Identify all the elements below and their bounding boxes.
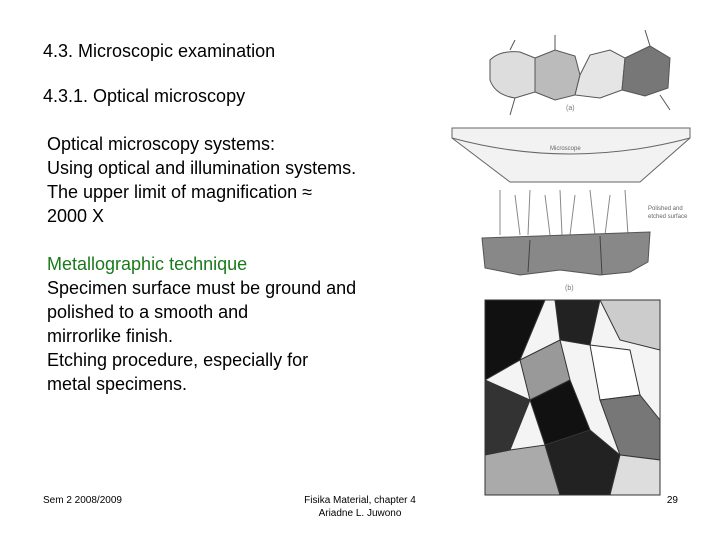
surface-sketch: (b) — [481, 231, 651, 292]
figure-label: Microscope — [550, 146, 581, 152]
section-title: 4.3.1. Optical microscopy — [43, 86, 246, 106]
figure-label: (b) — [565, 285, 574, 292]
page-number: 29 — [666, 495, 678, 506]
body-line: Optical microscopy systems: — [47, 134, 276, 154]
figure-label: (a) — [566, 105, 575, 112]
body-line: metal specimens. — [47, 374, 188, 394]
grain-sketch: (a) — [489, 29, 671, 116]
technique-heading: Metallographic technique — [47, 254, 248, 274]
figure-label: etched surface — [648, 214, 688, 220]
microscope-sketch: Microscope Polished and etched surface — [451, 127, 691, 236]
slide-title: 4.3. Microscopic examination — [43, 41, 276, 61]
footer-center: Ariadne L. Juwono — [318, 508, 402, 519]
body-line: polished to a smooth and — [47, 302, 249, 322]
body-line: Specimen surface must be ground and — [47, 278, 357, 298]
figure-label: Polished and — [648, 206, 683, 212]
body-line: mirrorlike finish. — [47, 326, 174, 346]
body-line: The upper limit of magnification ≈ — [47, 182, 312, 202]
body-line: 2000 X — [47, 206, 105, 226]
body-line: Etching procedure, especially for — [47, 350, 309, 370]
body-line: Using optical and illumination systems. — [47, 158, 357, 178]
footer-center: Fisika Material, chapter 4 — [304, 495, 416, 506]
footer-left: Sem 2 2008/2009 — [43, 495, 122, 506]
micrograph — [484, 299, 661, 496]
